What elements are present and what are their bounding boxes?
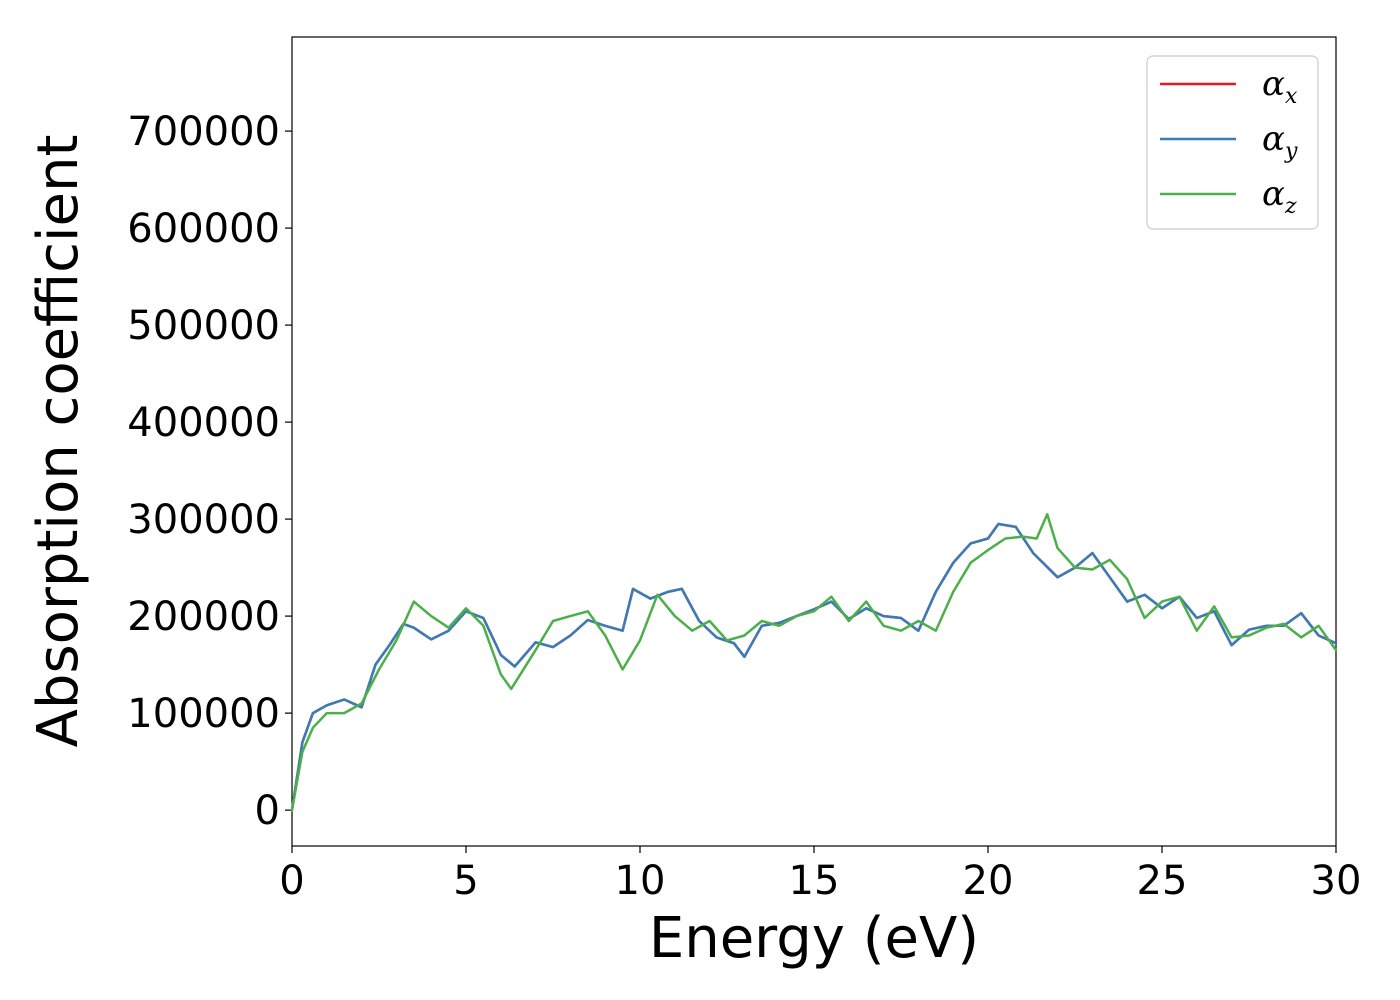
x-tick-label: 15: [789, 858, 840, 904]
y-tick-label: 500000: [127, 303, 280, 349]
x-axis-label: Energy (eV): [649, 906, 979, 971]
y-tick-label: 400000: [127, 400, 280, 446]
x-tick-label: 0: [279, 858, 304, 904]
y-tick-label: 700000: [127, 109, 280, 155]
legend-label-z: αz: [1262, 174, 1297, 219]
x-tick-label: 25: [1137, 858, 1188, 904]
y-tick-label: 100000: [127, 691, 280, 737]
x-tick-label: 30: [1311, 858, 1362, 904]
series-line-z: [290, 513, 1338, 812]
y-tick-label: 200000: [127, 594, 280, 640]
y-tick-label: 600000: [127, 206, 280, 252]
x-tick-label: 20: [963, 858, 1014, 904]
legend-frame: [1146, 55, 1319, 230]
legend-label-x: αx: [1262, 64, 1298, 109]
legend: αx αy αz: [1146, 55, 1319, 230]
legend-label-y: αy: [1262, 119, 1298, 164]
y-axis-ticks: 0 100000 200000 300000 400000 500000 600000 700…: [127, 109, 292, 834]
y-axis-label: Absorption coefficient: [26, 135, 91, 748]
y-tick-label: 0: [255, 788, 280, 834]
x-axis-ticks: 0 5 10 15 20 25 30: [279, 846, 1361, 904]
series-line-y: [290, 522, 1338, 812]
series-lines: [290, 513, 1338, 812]
series-line-x: [290, 522, 1338, 812]
x-tick-label: 5: [453, 858, 478, 904]
y-tick-label: 300000: [127, 497, 280, 543]
x-tick-label: 10: [615, 858, 666, 904]
